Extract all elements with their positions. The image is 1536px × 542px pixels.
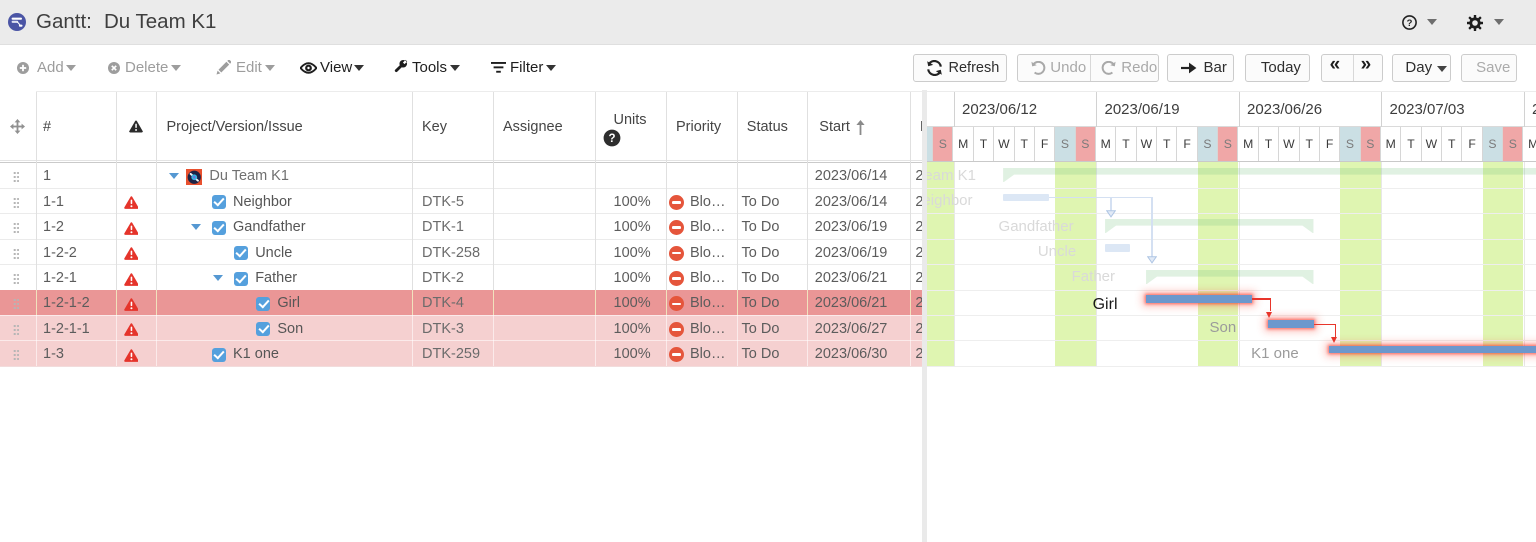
svg-text:?: ? [608,133,615,145]
svg-text:?: ? [1407,18,1413,29]
